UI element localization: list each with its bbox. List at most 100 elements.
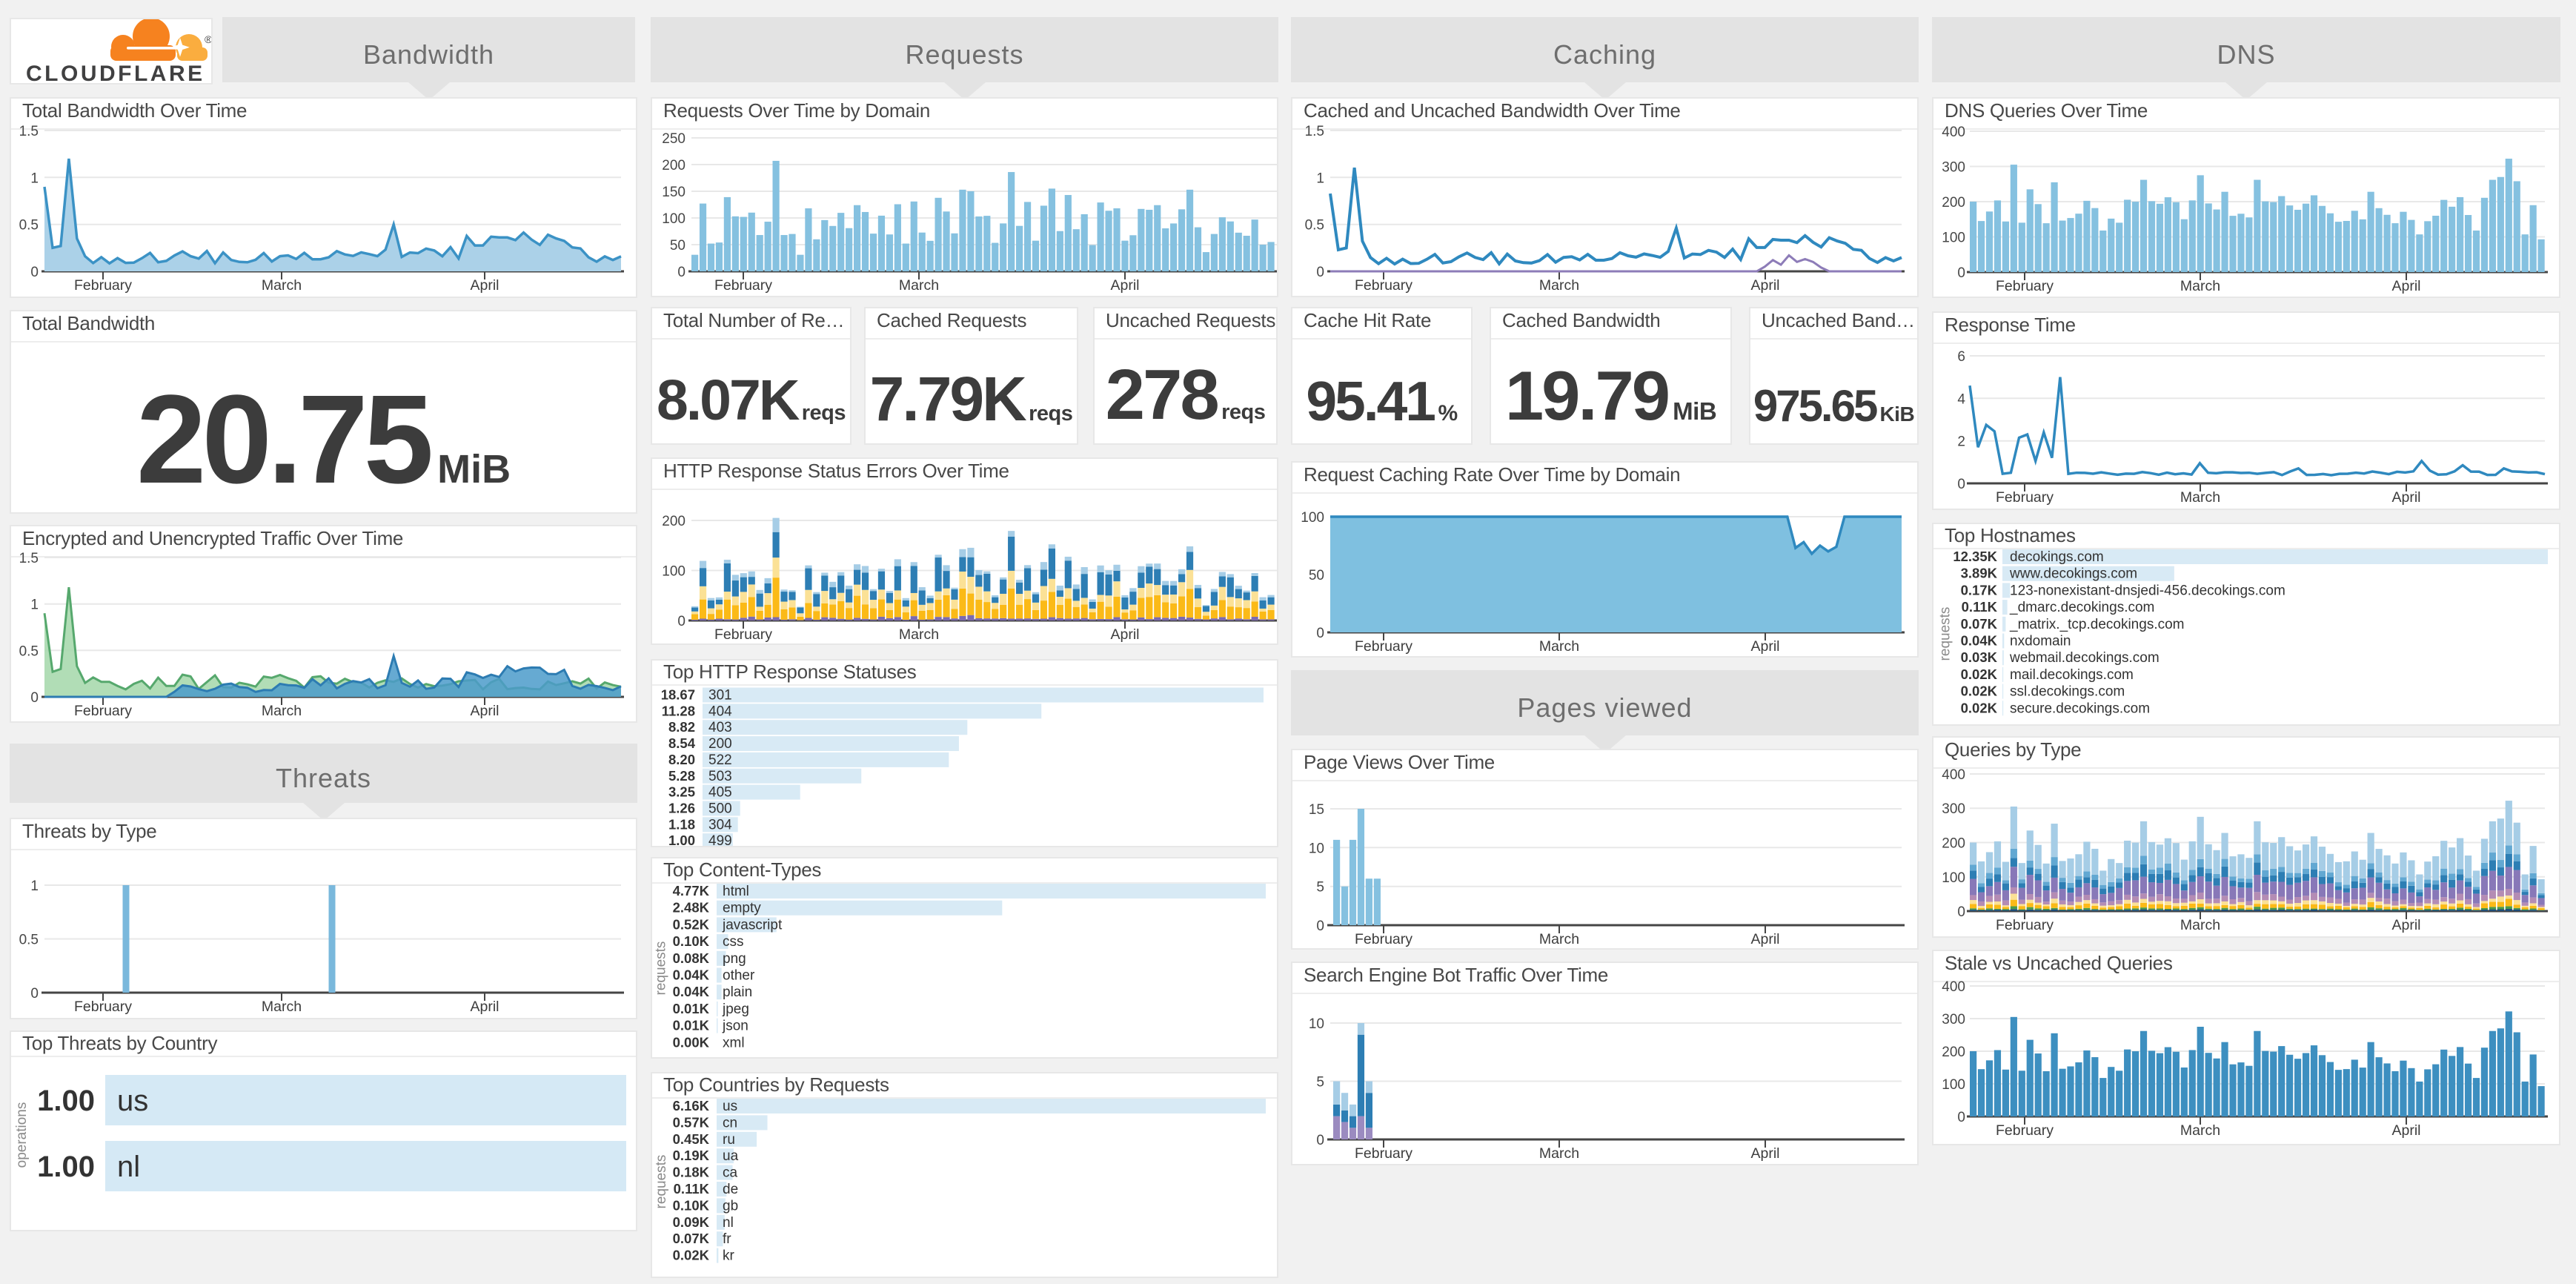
svg-text:0.11K: 0.11K <box>674 1181 710 1197</box>
svg-text:empty: empty <box>723 901 761 916</box>
svg-text:300: 300 <box>1942 160 1965 176</box>
svg-text:_dmarc.decokings.com: _dmarc.decokings.com <box>2009 600 2154 615</box>
svg-text:March: March <box>1539 277 1579 294</box>
svg-text:February: February <box>1355 638 1413 655</box>
svg-text:0.04K: 0.04K <box>1961 633 1998 649</box>
svg-text:nl: nl <box>117 1151 140 1183</box>
svg-text:200: 200 <box>1942 1045 1965 1060</box>
svg-text:0.17K: 0.17K <box>1961 582 1998 598</box>
svg-text:us: us <box>117 1085 148 1117</box>
svg-text:1.00: 1.00 <box>37 1085 95 1117</box>
svg-text:0.02K: 0.02K <box>1961 666 1998 682</box>
svg-text:April: April <box>1750 1145 1779 1162</box>
svg-text:50: 50 <box>670 238 686 254</box>
svg-text:February: February <box>74 703 132 719</box>
svg-text:April: April <box>1750 931 1779 947</box>
svg-text:100: 100 <box>662 211 686 227</box>
svg-text:0: 0 <box>1316 919 1324 934</box>
svg-text:0.01K: 0.01K <box>673 1001 710 1016</box>
svg-text:0: 0 <box>1957 477 1965 492</box>
svg-text:1.18: 1.18 <box>668 816 695 832</box>
svg-text:1: 1 <box>1316 171 1324 186</box>
svg-text:February: February <box>74 277 132 294</box>
svg-text:0.10K: 0.10K <box>673 933 710 949</box>
svg-text:mail.decokings.com: mail.decokings.com <box>2010 667 2134 683</box>
svg-text:1: 1 <box>30 171 39 186</box>
svg-text:0.07K: 0.07K <box>673 1231 710 1246</box>
svg-text:1.5: 1.5 <box>19 124 39 139</box>
svg-text:12.35K: 12.35K <box>1953 549 1997 564</box>
svg-text:1.5: 1.5 <box>1305 124 1324 139</box>
svg-text:1: 1 <box>30 878 39 894</box>
svg-text:1.5: 1.5 <box>19 551 39 566</box>
svg-text:February: February <box>1996 1122 2054 1139</box>
svg-text:0: 0 <box>30 265 39 280</box>
svg-text:February: February <box>1355 1145 1413 1162</box>
svg-text:March: March <box>899 626 939 643</box>
svg-text:webmail.decokings.com: webmail.decokings.com <box>2009 650 2160 666</box>
svg-text:8.82: 8.82 <box>668 719 695 735</box>
svg-text:operations: operations <box>14 1102 30 1168</box>
svg-text:requests: requests <box>654 1155 669 1209</box>
svg-text:0.03K: 0.03K <box>1961 649 1998 665</box>
svg-text:0.04K: 0.04K <box>673 984 710 999</box>
svg-text:0.45K: 0.45K <box>673 1131 710 1147</box>
svg-text:plain: plain <box>723 984 752 1000</box>
svg-text:nl: nl <box>723 1215 734 1231</box>
svg-text:0.5: 0.5 <box>19 218 39 234</box>
svg-text:cn: cn <box>723 1115 737 1131</box>
svg-text:0.00K: 0.00K <box>673 1034 710 1050</box>
svg-text:April: April <box>2391 278 2420 294</box>
svg-text:requests: requests <box>1938 607 1953 661</box>
svg-text:April: April <box>1110 277 1139 294</box>
svg-text:®: ® <box>205 33 211 45</box>
svg-text:0.07K: 0.07K <box>1961 616 1998 632</box>
svg-text:5.28: 5.28 <box>668 768 695 784</box>
svg-text:April: April <box>470 703 499 719</box>
svg-text:other: other <box>723 968 755 984</box>
svg-text:de: de <box>723 1182 738 1197</box>
svg-text:March: March <box>1539 1145 1579 1162</box>
svg-text:April: April <box>470 999 499 1015</box>
svg-text:1.00: 1.00 <box>37 1151 95 1183</box>
svg-text:ua: ua <box>723 1148 739 1164</box>
svg-text:405: 405 <box>708 785 732 801</box>
svg-text:March: March <box>1539 931 1579 947</box>
svg-text:gb: gb <box>723 1198 738 1214</box>
svg-text:xml: xml <box>723 1035 745 1050</box>
svg-text:February: February <box>1355 931 1413 947</box>
svg-text:March: March <box>1539 638 1579 655</box>
svg-text:3.89K: 3.89K <box>1961 566 1998 581</box>
svg-text:8.54: 8.54 <box>668 735 696 751</box>
svg-text:0.02K: 0.02K <box>673 1248 710 1263</box>
svg-text:11.28: 11.28 <box>662 703 695 718</box>
svg-text:February: February <box>714 277 772 294</box>
svg-text:0.52K: 0.52K <box>673 916 710 932</box>
svg-text:April: April <box>1750 277 1779 294</box>
svg-text:javascript: javascript <box>722 917 783 933</box>
svg-text:html: html <box>723 884 749 899</box>
svg-text:February: February <box>1996 489 2054 506</box>
svg-text:0: 0 <box>30 690 39 706</box>
svg-text:200: 200 <box>1942 195 1965 211</box>
svg-text:200: 200 <box>662 158 686 173</box>
svg-text:April: April <box>2391 1122 2420 1139</box>
svg-text:ca: ca <box>723 1165 738 1181</box>
svg-text:50: 50 <box>1309 568 1324 583</box>
svg-text:0.01K: 0.01K <box>673 1018 710 1033</box>
svg-text:300: 300 <box>1942 801 1965 817</box>
svg-text:500: 500 <box>708 801 732 817</box>
svg-text:0.5: 0.5 <box>19 643 39 659</box>
svg-text:March: March <box>2180 1122 2220 1139</box>
svg-text:200: 200 <box>1942 836 1965 852</box>
svg-text:April: April <box>1110 626 1139 643</box>
svg-text:0.11K: 0.11K <box>1962 599 1998 615</box>
svg-text:15: 15 <box>1309 802 1324 818</box>
svg-text:April: April <box>2391 489 2420 506</box>
svg-text:250: 250 <box>662 131 686 147</box>
svg-text:4.77K: 4.77K <box>673 883 710 899</box>
svg-text:March: March <box>2180 917 2220 933</box>
svg-text:0.09K: 0.09K <box>673 1214 710 1230</box>
svg-text:6.16K: 6.16K <box>673 1098 710 1113</box>
svg-text:0: 0 <box>677 265 686 280</box>
